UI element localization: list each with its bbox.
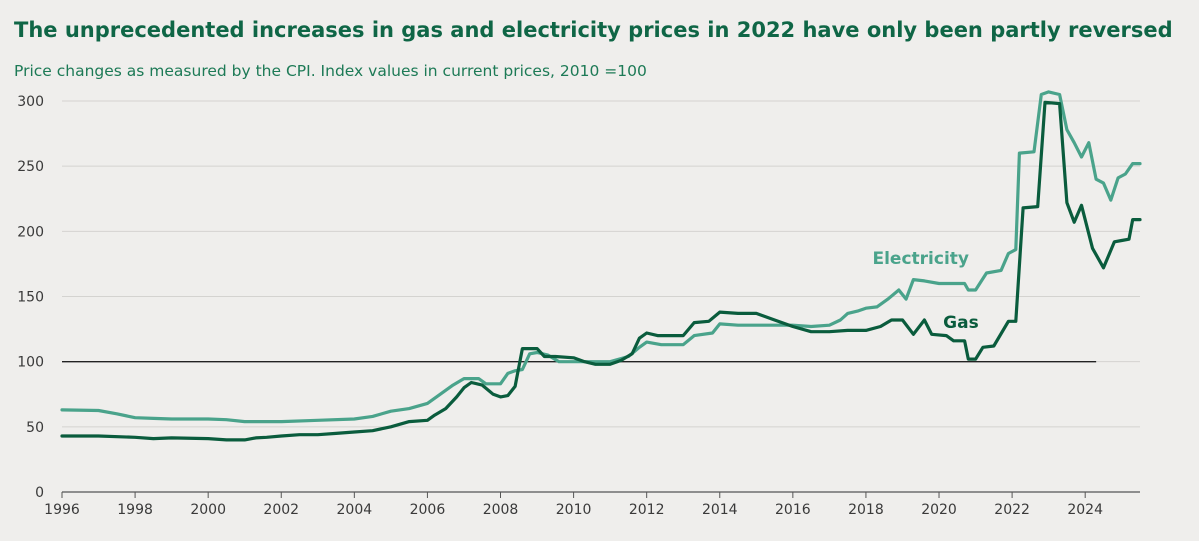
x-tick-label: 2002 [263, 502, 299, 518]
y-tick-label: 250 [17, 159, 44, 175]
x-tick-label: 1996 [44, 502, 80, 518]
x-tick-label: 2012 [629, 502, 665, 518]
x-tick-label: 2020 [921, 502, 957, 518]
gridlines [62, 100, 1140, 493]
y-tick-label: 150 [17, 290, 44, 306]
x-tick-label: 2016 [775, 502, 811, 518]
x-tick-label: 2014 [702, 502, 738, 518]
x-tick-label: 2022 [994, 502, 1030, 518]
series-lines [60, 90, 1142, 442]
chart-subtitle: Price changes as measured by the CPI. In… [14, 62, 647, 80]
x-tick-label: 2000 [190, 502, 226, 518]
x-tick-label: 2008 [483, 502, 519, 518]
chart-title: The unprecedented increases in gas and e… [14, 18, 1173, 42]
y-tick-label: 300 [17, 94, 44, 110]
x-tick-label: 2018 [848, 502, 884, 518]
x-tick-label: 2006 [410, 502, 446, 518]
x-tick-label: 2004 [337, 502, 373, 518]
x-tick-label: 1998 [117, 502, 153, 518]
y-tick-label: 100 [17, 355, 44, 371]
y-tick-label: 200 [17, 224, 44, 240]
series-label-gas: Gas [943, 313, 979, 333]
x-tick-label: 2010 [556, 502, 592, 518]
series-line-electricity [60, 90, 1142, 424]
y-tick-label: 50 [26, 420, 44, 436]
y-tick-label: 0 [35, 485, 44, 501]
x-axis-ticks: 1996 1998 2000 2002 2004 2006 2008 2010 2012 2014… [44, 492, 1103, 518]
series-label-electricity: Electricity [872, 249, 969, 269]
series-line-gas [60, 100, 1142, 442]
y-axis-ticks: 0 50 100 150 200 250 300 [17, 94, 44, 501]
x-tick-label: 2024 [1067, 502, 1103, 518]
series-labels: Electricity Gas [872, 249, 978, 333]
